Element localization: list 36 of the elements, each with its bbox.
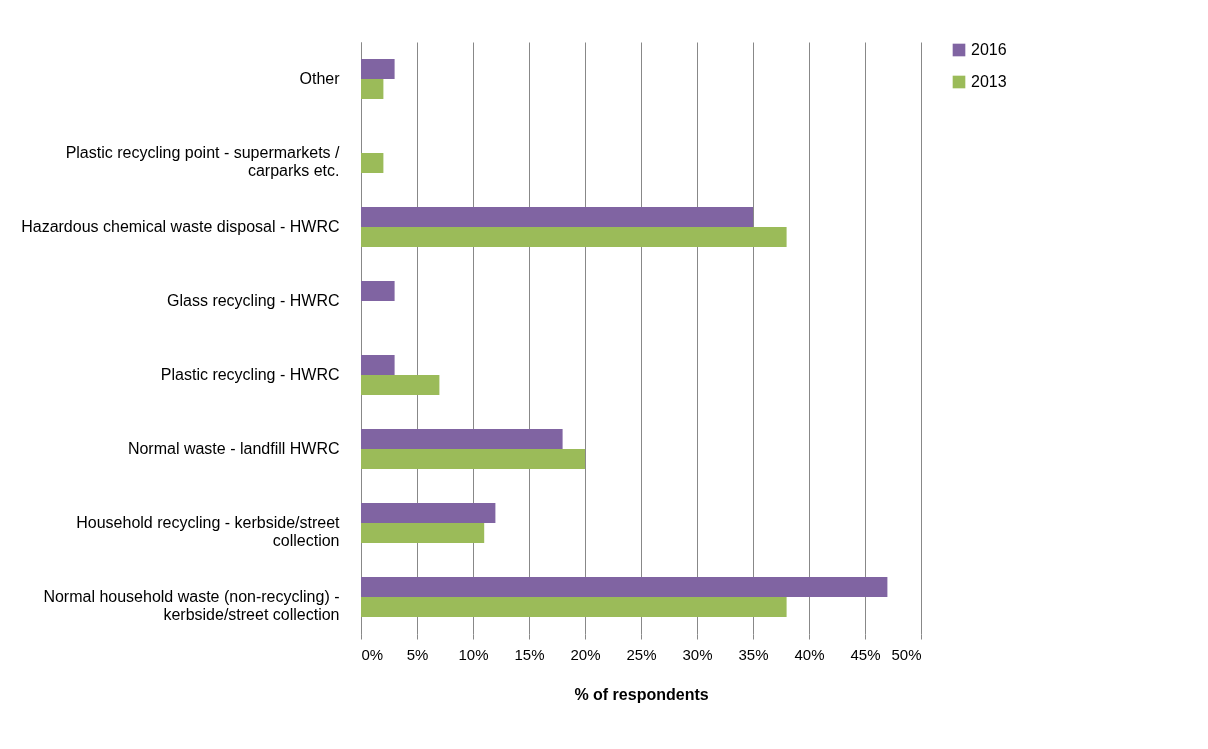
y-tick-label: Plastic recycling point - supermarkets / carparks etc.: [65, 144, 341, 179]
bar: [361, 449, 585, 469]
x-tick-label: 10%: [458, 645, 489, 663]
y-tick-label: Hazardous chemical waste disposal - HWRC: [21, 218, 340, 235]
bar: [361, 79, 384, 99]
x-tick-label: 15%: [514, 645, 545, 663]
bar: [361, 227, 787, 247]
x-tick-label: 20%: [570, 645, 601, 663]
bar: [361, 503, 496, 523]
x-axis-title: % of respondents: [574, 685, 709, 703]
y-tick-label: Normal waste - landfill HWRC: [127, 440, 340, 457]
y-tick-label: Other: [299, 70, 341, 87]
x-tick-label: 35%: [738, 645, 769, 663]
x-tick-label: 45%: [850, 645, 881, 663]
y-tick-label: Household recycling - kerbside/street collection: [76, 514, 341, 549]
bar: [361, 429, 563, 449]
x-tick-label: 40%: [794, 645, 825, 663]
bar: [361, 577, 888, 597]
y-tick-label: Plastic recycling - HWRC: [160, 366, 340, 383]
bar: [361, 207, 753, 227]
legend-label: 2016: [971, 41, 1007, 58]
bar: [361, 59, 395, 79]
bar: [361, 281, 395, 301]
bar: [361, 153, 384, 173]
x-tick-label: 50%: [891, 645, 922, 663]
bar: [361, 523, 485, 543]
bar: [361, 597, 787, 617]
x-tick-label: 25%: [626, 645, 657, 663]
x-tick-label: 5%: [406, 645, 429, 663]
legend-label: 2013: [971, 73, 1007, 90]
x-tick-label: 30%: [682, 645, 713, 663]
bar: [361, 375, 440, 395]
y-tick-label: Normal household waste (non-recycling) - kerbside/street collection: [43, 588, 340, 623]
bar: [361, 355, 395, 375]
y-tick-label: Glass recycling - HWRC: [167, 292, 340, 309]
x-tick-label: 0%: [361, 645, 384, 663]
